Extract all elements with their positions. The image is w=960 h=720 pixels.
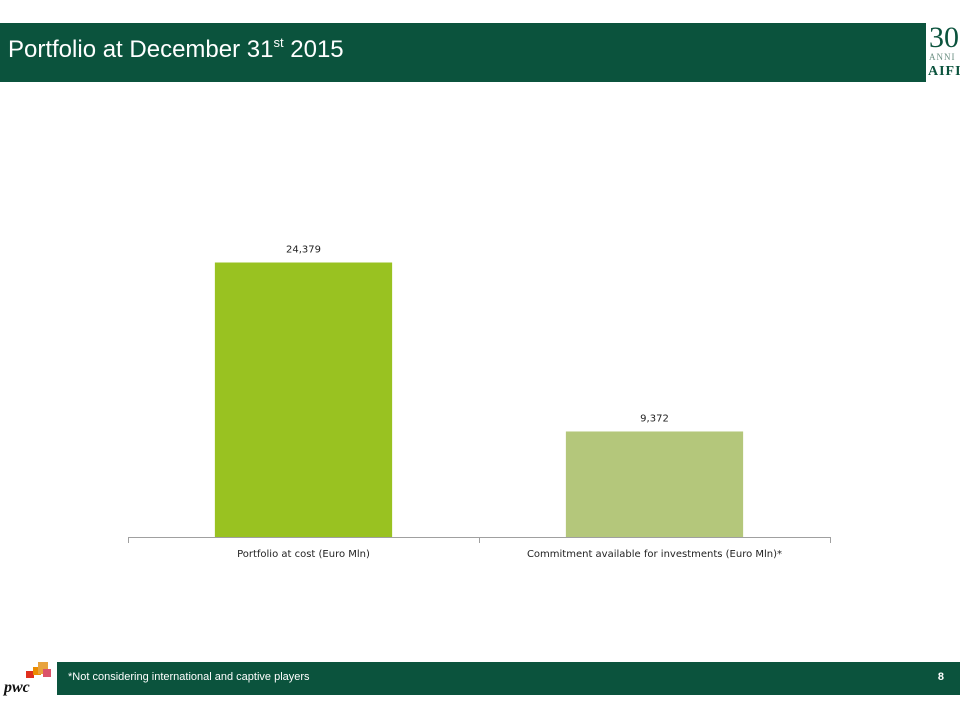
page-title: Portfolio at December 31st 2015 (8, 36, 344, 62)
logo-divider (924, 23, 926, 82)
pwc-logo-text: pwc (4, 679, 30, 696)
logo-number: 30 (929, 23, 959, 54)
logo-brand: AIFI (928, 64, 960, 79)
page-number: 8 (937, 671, 944, 683)
logo-anni: ANNI (929, 52, 956, 62)
data-label: 9,372 (640, 413, 669, 424)
category-label: Commitment available for investments (Eu… (527, 549, 782, 560)
footnote: *Not considering international and capti… (68, 671, 310, 683)
title-bar (0, 23, 924, 82)
bar-chart: 24,379 Portfolio at cost (Euro Mln) 9,372 C… (128, 245, 831, 560)
bar (565, 431, 744, 537)
title-year: 2015 (283, 36, 344, 63)
title-main: Portfolio at December 31 (8, 36, 274, 63)
title-superscript: st (273, 35, 284, 50)
aifi-30-anni-logo: 30 ANNI AIFI (924, 23, 960, 82)
pwc-logo-icon (26, 662, 51, 678)
category-label: Portfolio at cost (Euro Mln) (237, 549, 370, 560)
bar (214, 262, 393, 537)
data-label: 24,379 (286, 245, 321, 256)
footer-bar (57, 662, 960, 695)
